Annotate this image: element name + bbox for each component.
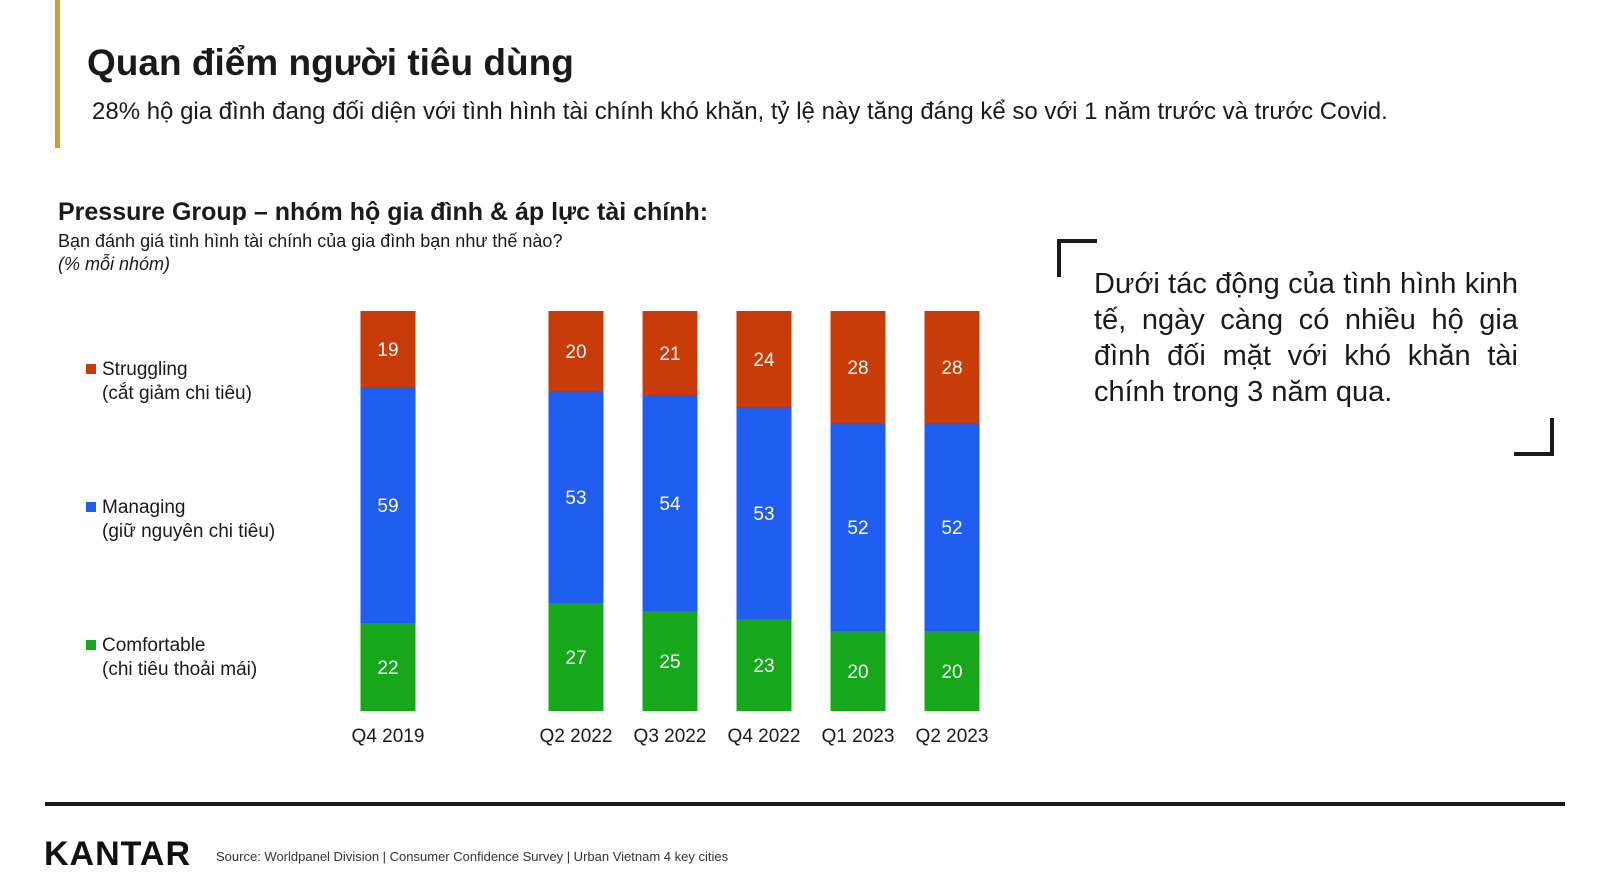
- bar-segment-comfortable: [360, 623, 416, 711]
- data-label: 20: [847, 662, 868, 683]
- data-label: 52: [941, 518, 962, 539]
- bar-segment-struggling: [642, 311, 698, 395]
- chart-title: Pressure Group – nhóm hộ gia đình & áp l…: [58, 198, 709, 226]
- legend-label: Comfortable: [102, 635, 206, 656]
- bar-segment-comfortable: [548, 603, 604, 711]
- data-label: 21: [659, 344, 680, 365]
- data-label: 28: [847, 358, 868, 379]
- data-label: 20: [941, 662, 962, 683]
- bar-segment-comfortable: [642, 611, 698, 711]
- legend-label: Struggling: [102, 359, 188, 380]
- bar-segment-managing: [736, 407, 792, 619]
- legend-sublabel: (giữ nguyên chi tiêu): [102, 521, 276, 542]
- x-tick-label: Q2 2022: [540, 726, 613, 747]
- legend-sublabel: (cắt giảm chi tiêu): [102, 383, 252, 404]
- accent-bar: [55, 0, 60, 148]
- data-label: 24: [753, 350, 775, 371]
- bar-segment-struggling: [830, 311, 886, 423]
- legend-swatch-managing: [86, 502, 96, 512]
- data-label: 28: [941, 358, 962, 379]
- data-label: 19: [377, 340, 398, 361]
- data-label: 59: [377, 496, 398, 517]
- bar-segment-struggling: [736, 311, 792, 407]
- legend-label: Managing: [102, 497, 186, 518]
- callout-bracket-top-left: [1057, 239, 1097, 277]
- bar-segment-managing: [924, 423, 980, 631]
- chart-unit: (% mỗi nhóm): [58, 254, 171, 274]
- legend-item-struggling: Struggling (cắt giảm chi tiêu): [86, 358, 252, 406]
- x-tick-label: Q2 2023: [916, 726, 989, 747]
- legend-swatch-comfortable: [86, 640, 96, 650]
- bar-segment-managing: [548, 391, 604, 603]
- data-label: 54: [659, 494, 681, 515]
- bar-segment-struggling: [924, 311, 980, 423]
- page-subtitle: 28% hộ gia đình đang đối diện với tình h…: [92, 98, 1388, 125]
- data-label: 53: [565, 488, 586, 509]
- data-label: 25: [659, 652, 680, 673]
- page-title: Quan điểm người tiêu dùng: [87, 42, 574, 83]
- kantar-logo: KANTAR: [44, 835, 192, 873]
- x-tick-label: Q3 2022: [634, 726, 707, 747]
- callout-bracket-bottom-right: [1514, 418, 1554, 456]
- x-tick-label: Q4 2019: [352, 726, 425, 747]
- data-label: 53: [753, 504, 774, 525]
- data-label: 22: [377, 658, 398, 679]
- legend-sublabel: (chi tiêu thoải mái): [102, 659, 258, 680]
- data-label: 52: [847, 518, 868, 539]
- x-tick-label: Q1 2023: [822, 726, 895, 747]
- bar-segment-managing: [830, 423, 886, 631]
- legend-item-comfortable: Comfortable (chi tiêu thoải mái): [86, 634, 257, 682]
- chart-question: Bạn đánh giá tình hình tài chính của gia…: [58, 231, 563, 251]
- bar-segment-managing: [360, 387, 416, 623]
- bar-segment-struggling: [360, 311, 416, 387]
- bar-segment-comfortable: [924, 631, 980, 711]
- footer-divider: [45, 802, 1565, 806]
- bar-segment-comfortable: [830, 631, 886, 711]
- legend-swatch-struggling: [86, 364, 96, 374]
- data-label: 20: [565, 342, 586, 363]
- data-label: 23: [753, 656, 774, 677]
- x-tick-label: Q4 2022: [728, 726, 801, 747]
- source-note: Source: Worldpanel Division | Consumer C…: [216, 849, 729, 864]
- legend-item-managing: Managing (giữ nguyên chi tiêu): [86, 496, 275, 544]
- bar-segment-comfortable: [736, 619, 792, 711]
- bar-segment-struggling: [548, 311, 604, 391]
- data-label: 27: [565, 648, 586, 669]
- bar-segment-managing: [642, 395, 698, 611]
- callout-text: Dưới tác động của tình hình kinh tế, ngà…: [1094, 268, 1518, 408]
